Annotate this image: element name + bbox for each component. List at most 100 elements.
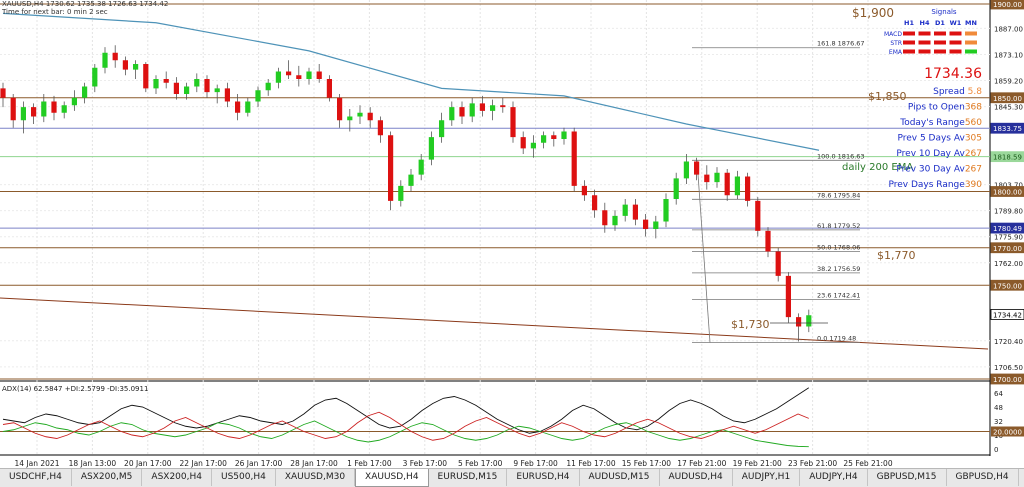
adx-threshold-label: 20.0000 bbox=[993, 429, 1022, 437]
time-axis-label: 25 Feb 21:00 bbox=[843, 459, 892, 468]
candle-body bbox=[643, 219, 649, 229]
chart-canvas[interactable]: 161.8 1876.67 100.0 1816.63 78.6 1795.84 61… bbox=[0, 0, 1024, 468]
candle-body bbox=[122, 60, 128, 70]
signals-timeframe-w1: W1 bbox=[950, 19, 962, 27]
candle bbox=[265, 79, 271, 96]
candle-body bbox=[71, 97, 77, 106]
tab-audusd-m15[interactable]: AUDUSD,M15 bbox=[580, 469, 660, 486]
price-badge-box bbox=[990, 222, 1024, 234]
candle bbox=[520, 131, 526, 154]
candle bbox=[500, 97, 506, 113]
candle bbox=[418, 154, 424, 181]
candle-body bbox=[581, 185, 587, 196]
adx-label: ADX(14) 62.5847 +DI:2.5799 -DI:35.0911 bbox=[2, 385, 148, 393]
price-badge-label: 1700.00 bbox=[993, 376, 1022, 384]
candle bbox=[745, 172, 751, 207]
tab-xauusd-m30[interactable]: XAUUSD,M30 bbox=[276, 469, 356, 486]
info-row: Prev 30 Day Av267 bbox=[896, 165, 982, 175]
tab-asx200-m5[interactable]: ASX200,M5 bbox=[72, 469, 143, 486]
candle bbox=[306, 67, 312, 85]
chart-background bbox=[0, 0, 1024, 468]
fib-level-label: 50.0 1768.06 bbox=[817, 243, 860, 251]
fib-level-label: 23.6 1742.41 bbox=[817, 291, 860, 299]
candle bbox=[173, 77, 179, 100]
candle bbox=[153, 75, 159, 94]
ohlc-readout: XAUUSD,H4 1730.62 1735.38 1726.63 1734.4… bbox=[2, 0, 169, 8]
tab-audusd-h4[interactable]: AUDUSD,H4 bbox=[660, 469, 733, 486]
candle bbox=[214, 84, 220, 104]
signals-timeframe-mn: MN bbox=[965, 19, 977, 27]
candle-body bbox=[194, 79, 200, 87]
candle-body bbox=[326, 79, 332, 98]
candle bbox=[428, 131, 434, 166]
candle bbox=[785, 272, 791, 323]
candle bbox=[704, 165, 710, 190]
info-row-label: Pips to Open bbox=[908, 103, 965, 113]
candle-body bbox=[734, 176, 740, 196]
candle-body bbox=[510, 107, 516, 138]
tab-usdchf-h4[interactable]: USDCHF,H4 bbox=[0, 469, 72, 486]
price-badge-box bbox=[990, 151, 1024, 163]
candle-body bbox=[765, 230, 771, 252]
tab-us500-h4[interactable]: US500,H4 bbox=[212, 469, 276, 486]
tab-audjpy-h4[interactable]: AUDJPY,H4 bbox=[800, 469, 868, 486]
candle-body bbox=[775, 251, 781, 276]
price-axis-label: 1762.00 bbox=[994, 260, 1023, 268]
ema-label: daily 200 EMA bbox=[842, 162, 913, 173]
info-row-label: Prev 30 Day Av bbox=[896, 165, 965, 175]
tab-eurusd-m15[interactable]: EURUSD,M15 bbox=[429, 469, 508, 486]
price-badge-label: 1750.00 bbox=[993, 282, 1022, 290]
tab-nzdusd-m15[interactable]: NZDUSD,M15 bbox=[1019, 469, 1024, 486]
candle-body bbox=[612, 215, 618, 226]
tab-asx200-h4[interactable]: ASX200,H4 bbox=[142, 469, 212, 486]
tab-gbpusd-h4[interactable]: GBPUSD,H4 bbox=[947, 469, 1019, 486]
candle bbox=[408, 169, 414, 192]
adx-main-line bbox=[2, 387, 810, 434]
signals-cell bbox=[965, 31, 977, 36]
time-axis-label: 11 Feb 17:00 bbox=[566, 459, 615, 468]
fib-diagonal bbox=[696, 160, 711, 343]
candle bbox=[398, 180, 404, 207]
candle bbox=[643, 214, 649, 237]
candle-body bbox=[663, 199, 669, 222]
fibonacci-retracement[interactable]: 161.8 1876.67 100.0 1816.63 78.6 1795.84 61… bbox=[692, 40, 865, 343]
price-axis-label: 1803.70 bbox=[994, 182, 1023, 190]
candle-body bbox=[357, 112, 363, 117]
price-badge-box bbox=[990, 122, 1024, 134]
candle-body bbox=[714, 172, 720, 183]
candle-body bbox=[500, 105, 506, 108]
candle-body bbox=[683, 161, 689, 179]
candle bbox=[255, 86, 261, 108]
candle bbox=[133, 60, 139, 79]
info-row: Prev 5 Days Av305 bbox=[897, 134, 982, 144]
tab-audjpy-h1[interactable]: AUDJPY,H1 bbox=[733, 469, 801, 486]
info-row-value: 560 bbox=[965, 118, 982, 128]
price-badge-label: 1770.00 bbox=[993, 245, 1022, 253]
adx-axis-label: 32 bbox=[994, 418, 1003, 426]
tab-xauusd-h4[interactable]: XAUUSD,H4 bbox=[355, 469, 429, 487]
ema-200-polyline bbox=[2, 12, 820, 151]
fib-level-label: 78.6 1795.84 bbox=[817, 191, 860, 199]
chart-header: XAUUSD,H4 1730.62 1735.38 1726.63 1734.4… bbox=[2, 0, 168, 16]
signals-cell bbox=[934, 31, 946, 36]
candle bbox=[724, 169, 730, 201]
info-row-label: Prev Days Range bbox=[888, 180, 965, 190]
tab-eurusd-h4[interactable]: EURUSD,H4 bbox=[507, 469, 580, 486]
signals-cell bbox=[903, 31, 915, 36]
candle bbox=[479, 95, 485, 117]
candle bbox=[388, 131, 394, 211]
signals-row-label: MACD bbox=[884, 31, 902, 38]
candle bbox=[41, 94, 47, 123]
candle-body bbox=[286, 71, 292, 76]
candle bbox=[449, 101, 455, 126]
signals-cell bbox=[918, 31, 931, 36]
candle bbox=[275, 67, 281, 89]
tab-gbpusd-m15[interactable]: GBPUSD,M15 bbox=[868, 469, 947, 486]
price-badge-box bbox=[990, 279, 1024, 291]
info-row-value: 267 bbox=[965, 149, 982, 159]
time-axis-label: 28 Jan 17:00 bbox=[290, 459, 338, 468]
candle-body bbox=[255, 90, 261, 102]
candle-body bbox=[235, 101, 241, 113]
candle-body bbox=[133, 64, 139, 70]
